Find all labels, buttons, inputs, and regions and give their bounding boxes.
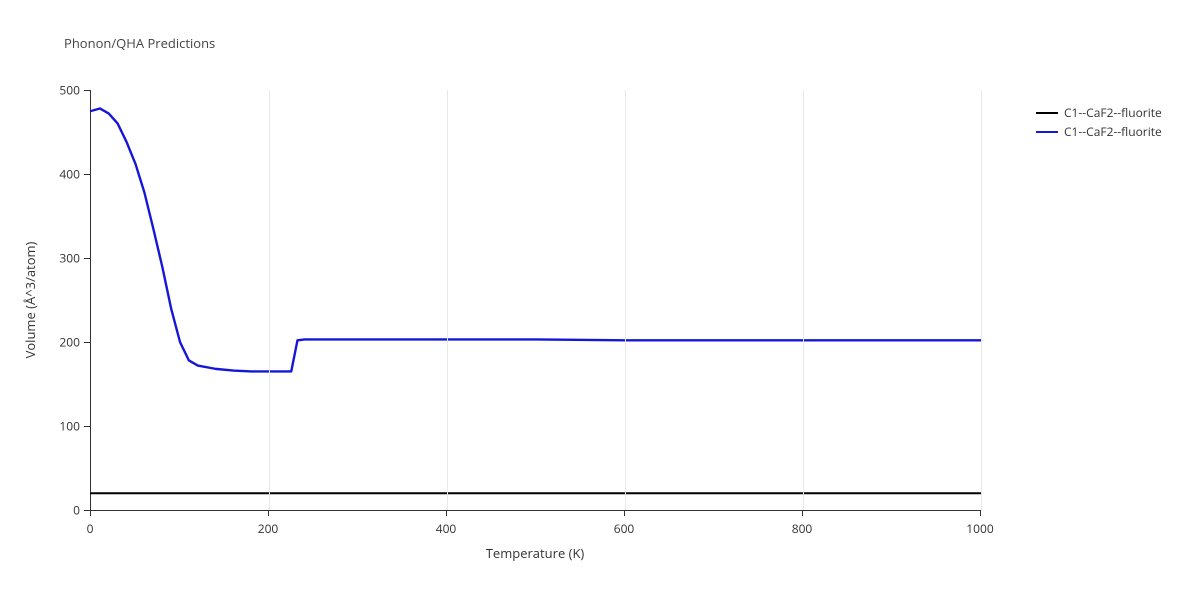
x-axis-label: Temperature (K)	[486, 544, 585, 562]
y-tick-mark	[84, 342, 90, 343]
gridline-v	[269, 90, 270, 510]
x-tick-mark	[624, 510, 625, 516]
x-tick-mark	[980, 510, 981, 516]
chart-container: Phonon/QHA Predictions Temperature (K) V…	[0, 0, 1200, 600]
gridline-v	[447, 90, 448, 510]
legend-swatch	[1036, 112, 1058, 114]
x-tick-label: 200	[258, 520, 279, 537]
y-tick-label: 0	[54, 502, 80, 519]
gridline-v	[625, 90, 626, 510]
gridline-v	[803, 90, 804, 510]
x-tick-mark	[446, 510, 447, 516]
y-tick-mark	[84, 510, 90, 511]
x-tick-label: 400	[436, 520, 457, 537]
y-tick-mark	[84, 426, 90, 427]
plot-area	[90, 90, 981, 511]
legend-label: C1--CaF2--fluorite	[1064, 123, 1162, 140]
y-tick-label: 300	[54, 250, 80, 267]
y-tick-mark	[84, 90, 90, 91]
gridline-v	[981, 90, 982, 510]
y-tick-label: 100	[54, 418, 80, 435]
y-tick-label: 400	[54, 166, 80, 183]
x-tick-label: 600	[614, 520, 635, 537]
y-tick-mark	[84, 174, 90, 175]
legend-swatch	[1036, 131, 1058, 133]
x-tick-label: 1000	[966, 520, 993, 537]
legend-label: C1--CaF2--fluorite	[1064, 104, 1162, 121]
x-tick-mark	[802, 510, 803, 516]
x-tick-label: 0	[87, 520, 94, 537]
series-line	[91, 108, 981, 371]
chart-title: Phonon/QHA Predictions	[64, 34, 215, 52]
y-tick-label: 200	[54, 334, 80, 351]
y-tick-mark	[84, 258, 90, 259]
x-tick-mark	[90, 510, 91, 516]
x-tick-mark	[268, 510, 269, 516]
x-tick-label: 800	[792, 520, 813, 537]
y-axis-label: Volume (Å^3/atom)	[21, 242, 39, 359]
legend: C1--CaF2--fluorite C1--CaF2--fluorite	[1036, 104, 1162, 142]
legend-item[interactable]: C1--CaF2--fluorite	[1036, 104, 1162, 121]
legend-item[interactable]: C1--CaF2--fluorite	[1036, 123, 1162, 140]
y-tick-label: 500	[54, 82, 80, 99]
chart-lines	[91, 90, 981, 510]
